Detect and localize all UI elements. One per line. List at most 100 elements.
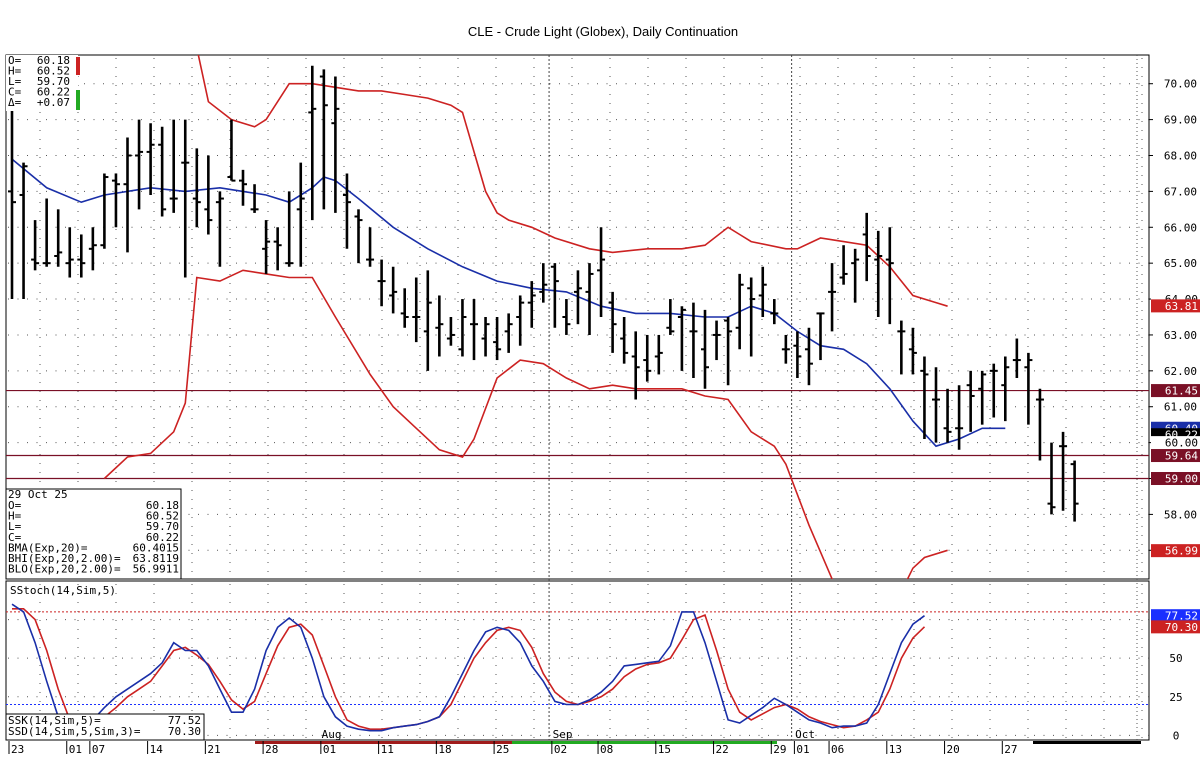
info-box-label: BMA(Exp,20)= [8,541,88,554]
ohlc-bar [943,388,952,443]
info-box-label: BLO(Exp,20,2.00)= [8,563,121,576]
ohlc-bar [331,76,340,213]
info-box-value: 60.18 [146,499,179,512]
info-box-date: 29 Oct 25 [8,488,68,501]
ohlc-bar [123,137,132,253]
ohlc-bar [239,169,247,206]
info-box-value: 59.70 [146,520,179,533]
price-tag-bg [1151,609,1200,623]
info-box-value: 60.52 [146,510,179,523]
info-box-label: H= [8,510,22,523]
ohlc-bar [458,299,467,357]
ohlc-bar [423,270,432,371]
ohlc-bar [620,317,629,364]
ohlc-bar [897,320,906,375]
price-tick-label: 65.00 [1164,257,1197,270]
date-tick-label: 01 [69,743,82,756]
ohlc-bar [770,299,779,325]
ohlc-bar [366,227,375,267]
price-tick-label: 70.00 [1164,78,1197,91]
ohlc-bar [747,277,756,357]
price-tag-label: 63.81 [1165,300,1198,313]
ohlc-bar [504,313,513,353]
info-box-value: 60.4015 [133,541,179,554]
date-tick-label: 13 [889,743,902,756]
ohlc-readout-label: L= [8,75,22,88]
ohlc-readout-value: 60.18 [37,54,70,67]
info-box-value: 60.22 [146,531,179,544]
ohlc-bar [781,334,790,364]
ohlc-readout-value: 60.22 [37,86,70,99]
ohlc-bar [666,299,675,335]
ohlc-bar [273,227,282,271]
price-tag-bg [1151,544,1200,558]
ohlc-bar [1024,352,1033,425]
ohlc-bar [608,291,617,353]
date-tick-label: 06 [831,743,844,756]
ohlc-bar [539,263,548,303]
ohlc-readout-value: 60.52 [37,65,70,78]
ohlc-bar [400,288,409,328]
price-tick-label: 66.00 [1164,221,1197,234]
date-tick-label: 28 [265,743,278,756]
ohlc-bar [978,370,987,425]
price-tick-label: 63.00 [1164,329,1197,342]
ohlc-bar [724,317,733,386]
ohlc-bar [689,302,698,379]
price-tag-bg [1151,384,1200,398]
price-tick-label: 68.00 [1164,149,1197,162]
ohlc-bar [481,317,490,357]
date-tick-label: 18 [438,743,451,756]
indicator-info-box: 29 Oct 25 O= 60.18 H= 60.52 L= 59.70 C= 60.22 BMA… [5,488,182,580]
month-label: Sep [553,728,573,741]
date-tick-label: 11 [381,743,394,756]
bollinger-lower-line [103,269,948,579]
ssk-line [11,603,925,732]
date-tick-label: 01 [323,743,336,756]
price-tag-label: 77.52 [1165,610,1198,623]
ohlc-bar [654,334,663,375]
ohlc-bar [550,263,559,328]
ohlc-bar [735,273,744,350]
ohlc-bar [597,227,606,317]
chart-title: CLE - Crude Light (Globex), Daily Contin… [468,24,738,39]
ohlc-bar [1012,338,1021,379]
price-tag: 63.81 [1151,299,1200,313]
ohlc-bar [19,162,28,300]
price-tick-label: 69.00 [1164,114,1197,127]
ohlc-bar [285,191,294,267]
ohlc-bar [816,312,825,361]
ohlc-bar [250,184,259,213]
info-box-label: BHI(Exp,20,2.00)= [8,552,121,565]
ohlc-bar [1059,431,1068,511]
price-tag: 70.30 [1151,620,1200,634]
month-label: Aug [322,728,342,741]
info-box-label: C= [8,531,22,544]
ohlc-bar [920,356,929,440]
ohlc-bar [1070,460,1079,522]
ohlc-bar [516,295,525,346]
info-box-label: O= [8,499,22,512]
ohlc-bar [446,317,455,346]
price-tag: 77.52 [1151,609,1200,623]
date-tick-label: 08 [600,743,613,756]
ohlc-readout-value: 59.70 [37,75,70,88]
ohlc-bar [262,220,271,274]
ohlc-bar [146,123,155,195]
bollinger-bands [11,55,1006,579]
ohlc-bar [631,331,640,400]
price-tag-bg [1151,620,1200,634]
ohlc-bar [470,299,478,361]
date-tick-label: 25 [496,743,509,756]
bollinger-upper-line [197,55,948,307]
ohlc-bar [712,320,721,361]
ohlc-readout-label: O= [8,54,22,67]
price-tag: 59.00 [1151,472,1200,486]
price-tag: 56.99 [1151,544,1200,558]
ohlc-bar [643,334,652,382]
info-box-value: 56.9911 [133,563,179,576]
ohlc-bar [354,209,363,264]
ohlc-bar [966,370,975,432]
ohlc-bar [100,173,109,249]
